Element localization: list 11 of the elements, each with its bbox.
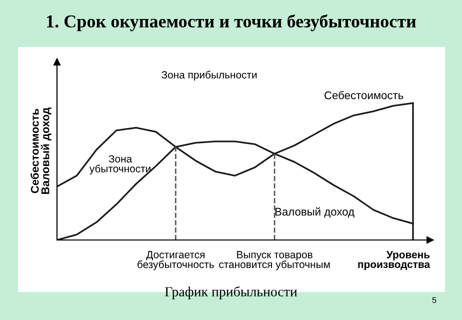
- text: Выпуск товаров становится убыточным: [219, 251, 330, 270]
- text: 5: [432, 297, 436, 304]
- series-label: Себестоимость: [324, 90, 404, 100]
- annotation: Зона убыточности: [89, 155, 150, 174]
- x-axis-title: Уровень производства: [358, 251, 430, 270]
- series-label: Валовый доход: [275, 207, 354, 218]
- y-axis-title: Себестоимость Валовый доход: [30, 108, 52, 194]
- text: График прибыльности: [165, 286, 298, 300]
- chart-title: 1. Срок окупаемости и точки безубыточности: [47, 14, 416, 32]
- text: Достигается безубыточность: [138, 251, 214, 270]
- text: Зона прибыльности: [162, 70, 257, 81]
